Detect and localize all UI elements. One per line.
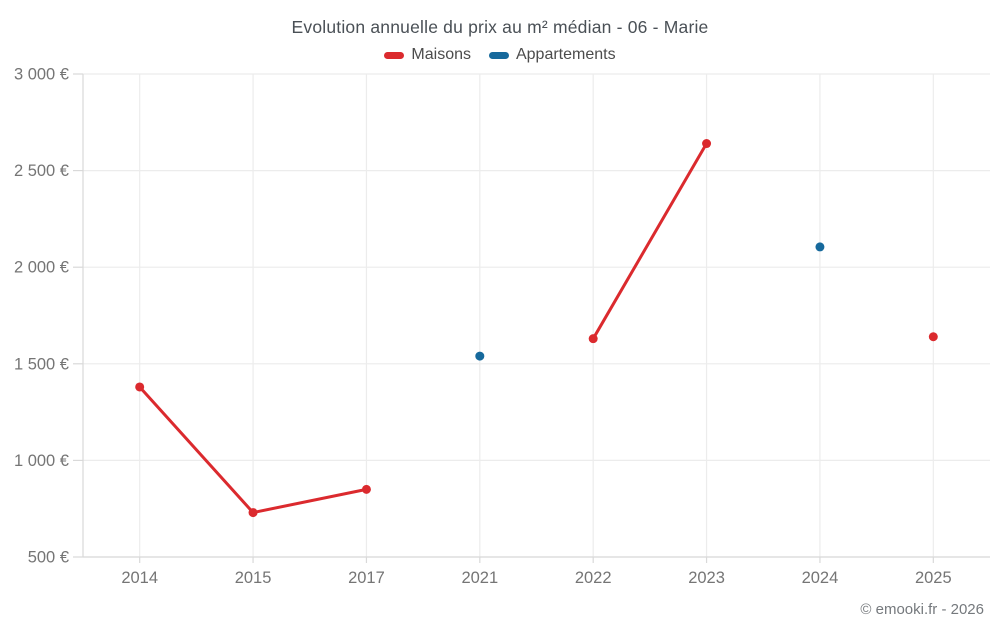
data-point-appartements-2024[interactable] xyxy=(815,242,825,252)
legend-label-appartements: Appartements xyxy=(515,46,616,63)
legend-item-maisons[interactable]: Maisons xyxy=(384,46,471,64)
x-axis-tick-label: 2024 xyxy=(802,569,839,587)
x-axis-tick-label: 2014 xyxy=(121,569,158,587)
chart-title: Evolution annuelle du prix au m² médian … xyxy=(291,17,709,37)
legend-label-maisons: Maisons xyxy=(411,46,471,63)
y-axis-tick-label: 2 500 € xyxy=(14,162,69,180)
legend-item-appartements[interactable]: Appartements xyxy=(488,46,616,64)
y-axis-tick-label: 1 500 € xyxy=(14,355,69,373)
x-axis-tick-label: 2015 xyxy=(235,569,272,587)
data-point-maisons-2017[interactable] xyxy=(361,484,371,494)
data-point-maisons-2022[interactable] xyxy=(588,334,598,344)
data-point-maisons-2023[interactable] xyxy=(702,139,712,149)
y-axis-tick-label: 500 € xyxy=(28,549,69,567)
y-axis-tick-label: 2 000 € xyxy=(14,259,69,277)
x-axis-tick-label: 2017 xyxy=(348,569,385,587)
x-axis-tick-label: 2025 xyxy=(915,569,952,587)
series-line-maisons xyxy=(591,142,709,341)
y-axis-tick-label: 1 000 € xyxy=(14,452,69,470)
y-axis-tick-label: 3 000 € xyxy=(14,66,69,84)
credit-link[interactable]: © emooki.fr - 2026 xyxy=(860,601,984,618)
legend: Maisons Appartements xyxy=(0,46,1000,64)
data-point-maisons-2014[interactable] xyxy=(135,382,145,392)
legend-swatch-appartements-icon xyxy=(488,51,509,59)
data-point-maisons-2015[interactable] xyxy=(248,508,258,518)
data-point-appartements-2021[interactable] xyxy=(475,351,485,361)
x-axis-tick-label: 2023 xyxy=(688,569,725,587)
x-axis-tick-label: 2022 xyxy=(575,569,612,587)
legend-swatch-maisons-icon xyxy=(384,51,405,59)
x-axis-tick-label: 2021 xyxy=(461,569,498,587)
data-point-maisons-2025[interactable] xyxy=(928,332,938,342)
